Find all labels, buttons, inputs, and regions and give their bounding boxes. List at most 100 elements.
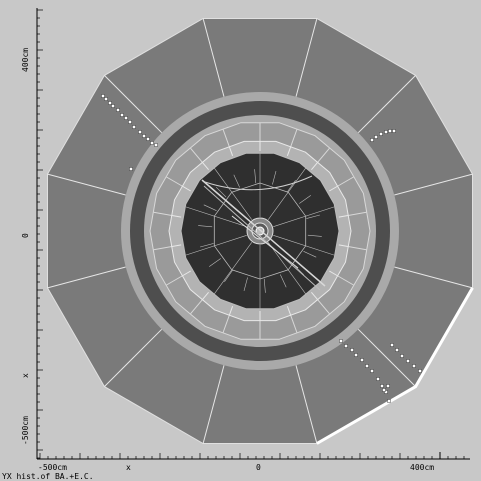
ecal-segment-divider [228,146,234,156]
muon-hit [400,354,404,358]
muon-hit [388,129,392,133]
tracker-cell-divider [307,234,322,237]
hcal-segment-divider [289,313,298,333]
muon-hit [146,137,150,141]
x-label-x: x [126,463,131,472]
tracker-cell-divider [209,258,221,267]
muon-hit [386,384,390,388]
hcal-segment-divider [335,274,354,286]
tracker-cell-divider [254,169,257,184]
ecal-segment-divider [338,244,349,248]
tracker-cell-divider [243,277,248,291]
axis-ticks [37,9,465,459]
hcal-segment-divider [166,274,185,286]
muon-hit [376,377,380,381]
muon-hit [154,143,158,147]
ecal-segment-divider [329,270,339,277]
hcal-segment-divider [222,313,231,333]
muon-hit [384,130,388,134]
muon-hit [142,134,146,138]
muon-sector-divider [202,18,225,97]
tracker-cell-divider [224,270,233,282]
y-label-x: x [21,373,30,378]
y-label-400cm: 400cm [21,48,30,72]
muon-hit [360,358,364,362]
tracker-cell-divider [306,214,320,219]
tracker-cell-divider [200,243,214,248]
tracker-cell-divider [299,195,311,204]
hcal-segment-divider [190,298,204,315]
track-curved [204,175,313,191]
muon-hit [124,116,128,120]
hcal-segment-divider [153,211,174,217]
muon-hit [339,339,343,343]
x-label-0: 0 [256,463,261,472]
muon-hit [365,364,369,368]
tracker-spoke [267,242,307,295]
muon-hit [350,348,354,352]
tracker-cell-divider [303,251,317,258]
muon-sector-divider [47,266,126,289]
ecal-segment-divider [338,214,349,218]
ecal-segment-divider [181,185,191,192]
muon-sector-divider [295,18,318,97]
muon-sector-divider [104,75,163,134]
hcal-segment-divider [289,129,298,149]
x-label-minus500cm: -500cm [38,463,67,472]
muon-hit [380,384,384,388]
muon-hit [379,132,383,136]
muon-hit [132,125,136,129]
muon-hit [418,369,422,373]
muon-hits [101,94,422,403]
muon-hit [344,344,348,348]
muon-sector-divider [357,75,416,134]
tracker-spoke [185,206,247,227]
tracker-cell-divider [272,171,277,185]
ecal-segment-divider [181,270,191,277]
hcal-segment-divider [335,176,354,188]
hcal-segment-divider [190,147,204,164]
ecal-segment-divider [329,185,339,192]
muon-hit [104,97,108,101]
muon-hit [390,343,394,347]
ecal-segment-divider [171,244,182,248]
muon-sector-divider [202,365,225,444]
muon-hit [412,364,416,368]
muon-hit [128,120,132,124]
tracker-cell-divider [203,204,217,211]
y-label-minus500cm: -500cm [21,416,30,445]
tracker-spoke [273,235,335,256]
plot-frame [36,8,470,460]
ecal-segment-divider [201,291,209,301]
muon-edge-highlight [316,287,474,445]
muon-hit [370,369,374,373]
track-secondary [203,185,321,291]
tracker-spoke [185,235,247,256]
muon-hit [111,104,115,108]
hcal-segment-divider [153,245,174,251]
muon-hit [374,135,378,139]
muon-hit [108,101,112,105]
tracker-spoke [213,167,253,220]
tracker-cell-divider [233,174,240,188]
muon-hit [129,167,133,171]
plot-caption: YX hist.of BA.+E.C. [2,472,94,481]
muon-sector-divider [357,328,416,387]
muon-sector-divider [394,173,473,196]
muon-hit [120,113,124,117]
track-inner [231,215,299,269]
ecal-segment-divider [201,161,209,171]
muon-hit [354,353,358,357]
tracker-spoke [213,242,253,295]
muon-hit [138,130,142,134]
muon-hit [382,388,386,392]
tracker-cell-divider [198,225,213,228]
ecal-segment-divider [286,146,292,156]
tracker-spoke [273,206,335,227]
hcal-segment-divider [316,147,330,164]
muon-sector-divider [104,328,163,387]
tracker-cell-divider [263,278,266,293]
muon-sector-divider [47,173,126,196]
hcal-segment-divider [222,129,231,149]
